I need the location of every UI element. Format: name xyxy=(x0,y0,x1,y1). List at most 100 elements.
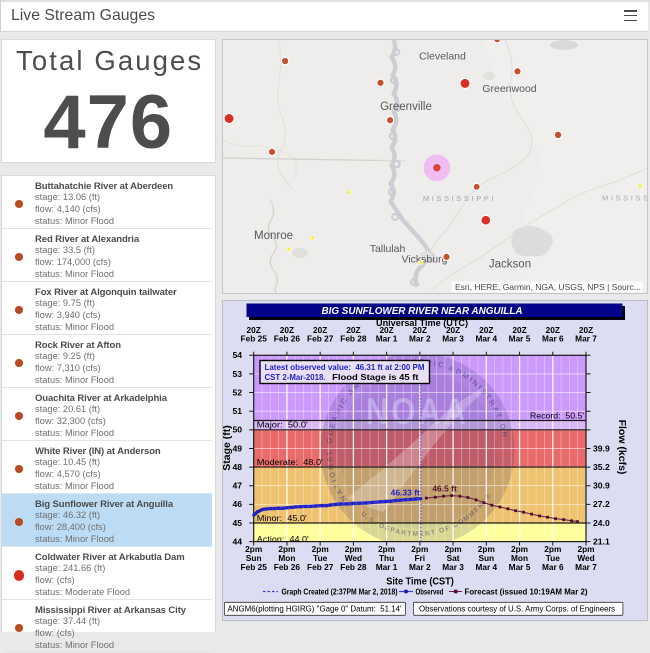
svg-text:Monroe: Monroe xyxy=(254,230,293,242)
svg-text:50: 50 xyxy=(232,425,242,435)
svg-text:Fri: Fri xyxy=(414,553,425,563)
svg-text:Mar 6: Mar 6 xyxy=(542,562,564,572)
svg-text:Feb 28: Feb 28 xyxy=(340,562,367,572)
svg-text:48: 48 xyxy=(232,462,242,472)
svg-text:39.9: 39.9 xyxy=(593,443,610,453)
svg-text:Tallulah: Tallulah xyxy=(370,243,406,255)
svg-text:20Z: 20Z xyxy=(579,325,593,335)
svg-text:Record: 50.5': Record: 50.5' xyxy=(530,410,584,420)
svg-text:20Z: 20Z xyxy=(280,325,294,335)
svg-text:Sat: Sat xyxy=(447,553,460,563)
svg-text:2pm: 2pm xyxy=(511,544,528,554)
svg-text:Action: 44.0': Action: 44.0' xyxy=(257,534,309,544)
svg-text:46: 46 xyxy=(232,499,242,509)
svg-text:Jackson: Jackson xyxy=(489,259,531,271)
svg-text:Mar 5: Mar 5 xyxy=(509,334,531,344)
svg-text:Observed: Observed xyxy=(416,588,444,597)
svg-text:Tue: Tue xyxy=(546,553,561,563)
svg-text:MISSISSIPPI: MISSISSIPPI xyxy=(423,194,496,203)
svg-text:Observations courtesy of U.S.: Observations courtesy of U.S. Army Corps… xyxy=(419,604,615,614)
svg-text:20Z: 20Z xyxy=(546,325,560,335)
svg-text:20Z: 20Z xyxy=(446,325,460,335)
svg-text:ANGM6(plotting HGIRG) "Gage 0": ANGM6(plotting HGIRG) "Gage 0" Datum: 51… xyxy=(228,604,402,614)
svg-text:2pm: 2pm xyxy=(378,544,395,554)
svg-text:46.5 ft: 46.5 ft xyxy=(432,484,457,494)
svg-text:Mar 4: Mar 4 xyxy=(475,562,497,572)
svg-text:Mar 7: Mar 7 xyxy=(575,562,597,572)
svg-text:Site Time (CST): Site Time (CST) xyxy=(386,576,454,587)
svg-text:Feb 25: Feb 25 xyxy=(241,334,268,344)
svg-text:2pm: 2pm xyxy=(312,544,329,554)
svg-text:2pm: 2pm xyxy=(245,544,262,554)
svg-text:45: 45 xyxy=(232,518,242,528)
svg-text:Feb 26: Feb 26 xyxy=(274,562,301,572)
svg-text:2pm: 2pm xyxy=(577,544,594,554)
svg-text:54: 54 xyxy=(232,350,242,360)
svg-text:Mon: Mon xyxy=(511,553,528,563)
svg-text:Vicksburg: Vicksburg xyxy=(402,254,448,266)
svg-text:20Z: 20Z xyxy=(413,325,427,335)
svg-text:CST 2-Mar-2018. Flood Stage is: CST 2-Mar-2018. Flood Stage is 45 ft xyxy=(265,373,419,382)
svg-text:20Z: 20Z xyxy=(247,325,261,335)
svg-text:Mar 1: Mar 1 xyxy=(376,562,398,572)
svg-text:53: 53 xyxy=(232,369,242,379)
svg-text:51: 51 xyxy=(232,406,242,416)
svg-text:Cleveland: Cleveland xyxy=(419,51,466,63)
svg-text:MISSISS: MISSISS xyxy=(602,194,647,203)
svg-text:2pm: 2pm xyxy=(544,544,561,554)
svg-text:Minor: 45.0': Minor: 45.0' xyxy=(257,513,307,523)
svg-text:Universal Time (UTC): Universal Time (UTC) xyxy=(376,318,468,329)
svg-text:20Z: 20Z xyxy=(512,325,526,335)
svg-text:Wed: Wed xyxy=(345,553,362,563)
svg-text:Mar 3: Mar 3 xyxy=(442,334,464,344)
svg-text:Esri, HERE, Garmin, NGA, USGS,: Esri, HERE, Garmin, NGA, USGS, NPS | Sou… xyxy=(455,282,641,292)
svg-text:Mar 5: Mar 5 xyxy=(509,562,531,572)
svg-text:52: 52 xyxy=(232,387,242,397)
svg-text:Greenville: Greenville xyxy=(380,101,432,113)
svg-text:20Z: 20Z xyxy=(346,325,360,335)
svg-text:Graph Created (2:37PM Mar 2, 2: Graph Created (2:37PM Mar 2, 2018) xyxy=(282,588,398,597)
svg-text:20Z: 20Z xyxy=(479,325,493,335)
svg-text:47: 47 xyxy=(232,481,242,491)
svg-text:Mon: Mon xyxy=(278,553,295,563)
svg-text:35.2: 35.2 xyxy=(593,462,610,472)
svg-text:Tue: Tue xyxy=(313,553,328,563)
svg-text:Major: 50.0': Major: 50.0' xyxy=(257,420,308,430)
svg-text:Mar 4: Mar 4 xyxy=(475,334,497,344)
svg-text:Mar 7: Mar 7 xyxy=(575,334,597,344)
svg-text:Feb 27: Feb 27 xyxy=(307,334,334,344)
svg-text:2pm: 2pm xyxy=(445,544,462,554)
svg-text:21.1: 21.1 xyxy=(593,537,610,547)
svg-text:Thu: Thu xyxy=(379,553,394,563)
svg-text:Mar 1: Mar 1 xyxy=(376,334,398,344)
svg-text:Forecast (issued 10:19AM Mar 2: Forecast (issued 10:19AM Mar 2) xyxy=(465,588,588,597)
svg-text:Stage (ft): Stage (ft) xyxy=(223,425,233,471)
svg-text:49: 49 xyxy=(232,443,242,453)
svg-text:27.2: 27.2 xyxy=(593,499,610,509)
svg-text:Moderate: 48.0': Moderate: 48.0' xyxy=(257,457,323,467)
svg-text:24.0: 24.0 xyxy=(593,518,610,528)
svg-text:BIG SUNFLOWER RIVER NEAR ANGUI: BIG SUNFLOWER RIVER NEAR ANGUILLA xyxy=(322,305,523,317)
svg-text:20Z: 20Z xyxy=(313,325,327,335)
svg-text:NOAA: NOAA xyxy=(366,391,469,432)
svg-text:Mar 2: Mar 2 xyxy=(409,334,431,344)
svg-text:Sun: Sun xyxy=(246,553,262,563)
svg-text:Wed: Wed xyxy=(577,553,594,563)
svg-text:Sun: Sun xyxy=(478,553,494,563)
svg-text:2pm: 2pm xyxy=(278,544,295,554)
svg-text:Greenwood: Greenwood xyxy=(482,83,536,95)
svg-text:Feb 27: Feb 27 xyxy=(307,562,334,572)
svg-text:20Z: 20Z xyxy=(379,325,393,335)
svg-text:Feb 28: Feb 28 xyxy=(340,334,367,344)
svg-text:Feb 26: Feb 26 xyxy=(274,334,301,344)
svg-text:Flow (kcfs): Flow (kcfs) xyxy=(616,420,628,475)
svg-text:2pm: 2pm xyxy=(411,544,428,554)
svg-text:Latest observed value: 46.31: Latest observed value: 46.31 ft at 2:00 … xyxy=(265,363,425,372)
svg-text:Mar 3: Mar 3 xyxy=(442,562,464,572)
svg-text:44: 44 xyxy=(232,537,242,547)
svg-text:2pm: 2pm xyxy=(345,544,362,554)
svg-text:30.9: 30.9 xyxy=(593,481,610,491)
svg-text:46.33 ft: 46.33 ft xyxy=(391,487,420,497)
svg-text:Feb 25: Feb 25 xyxy=(241,562,268,572)
svg-text:Mar 6: Mar 6 xyxy=(542,334,564,344)
